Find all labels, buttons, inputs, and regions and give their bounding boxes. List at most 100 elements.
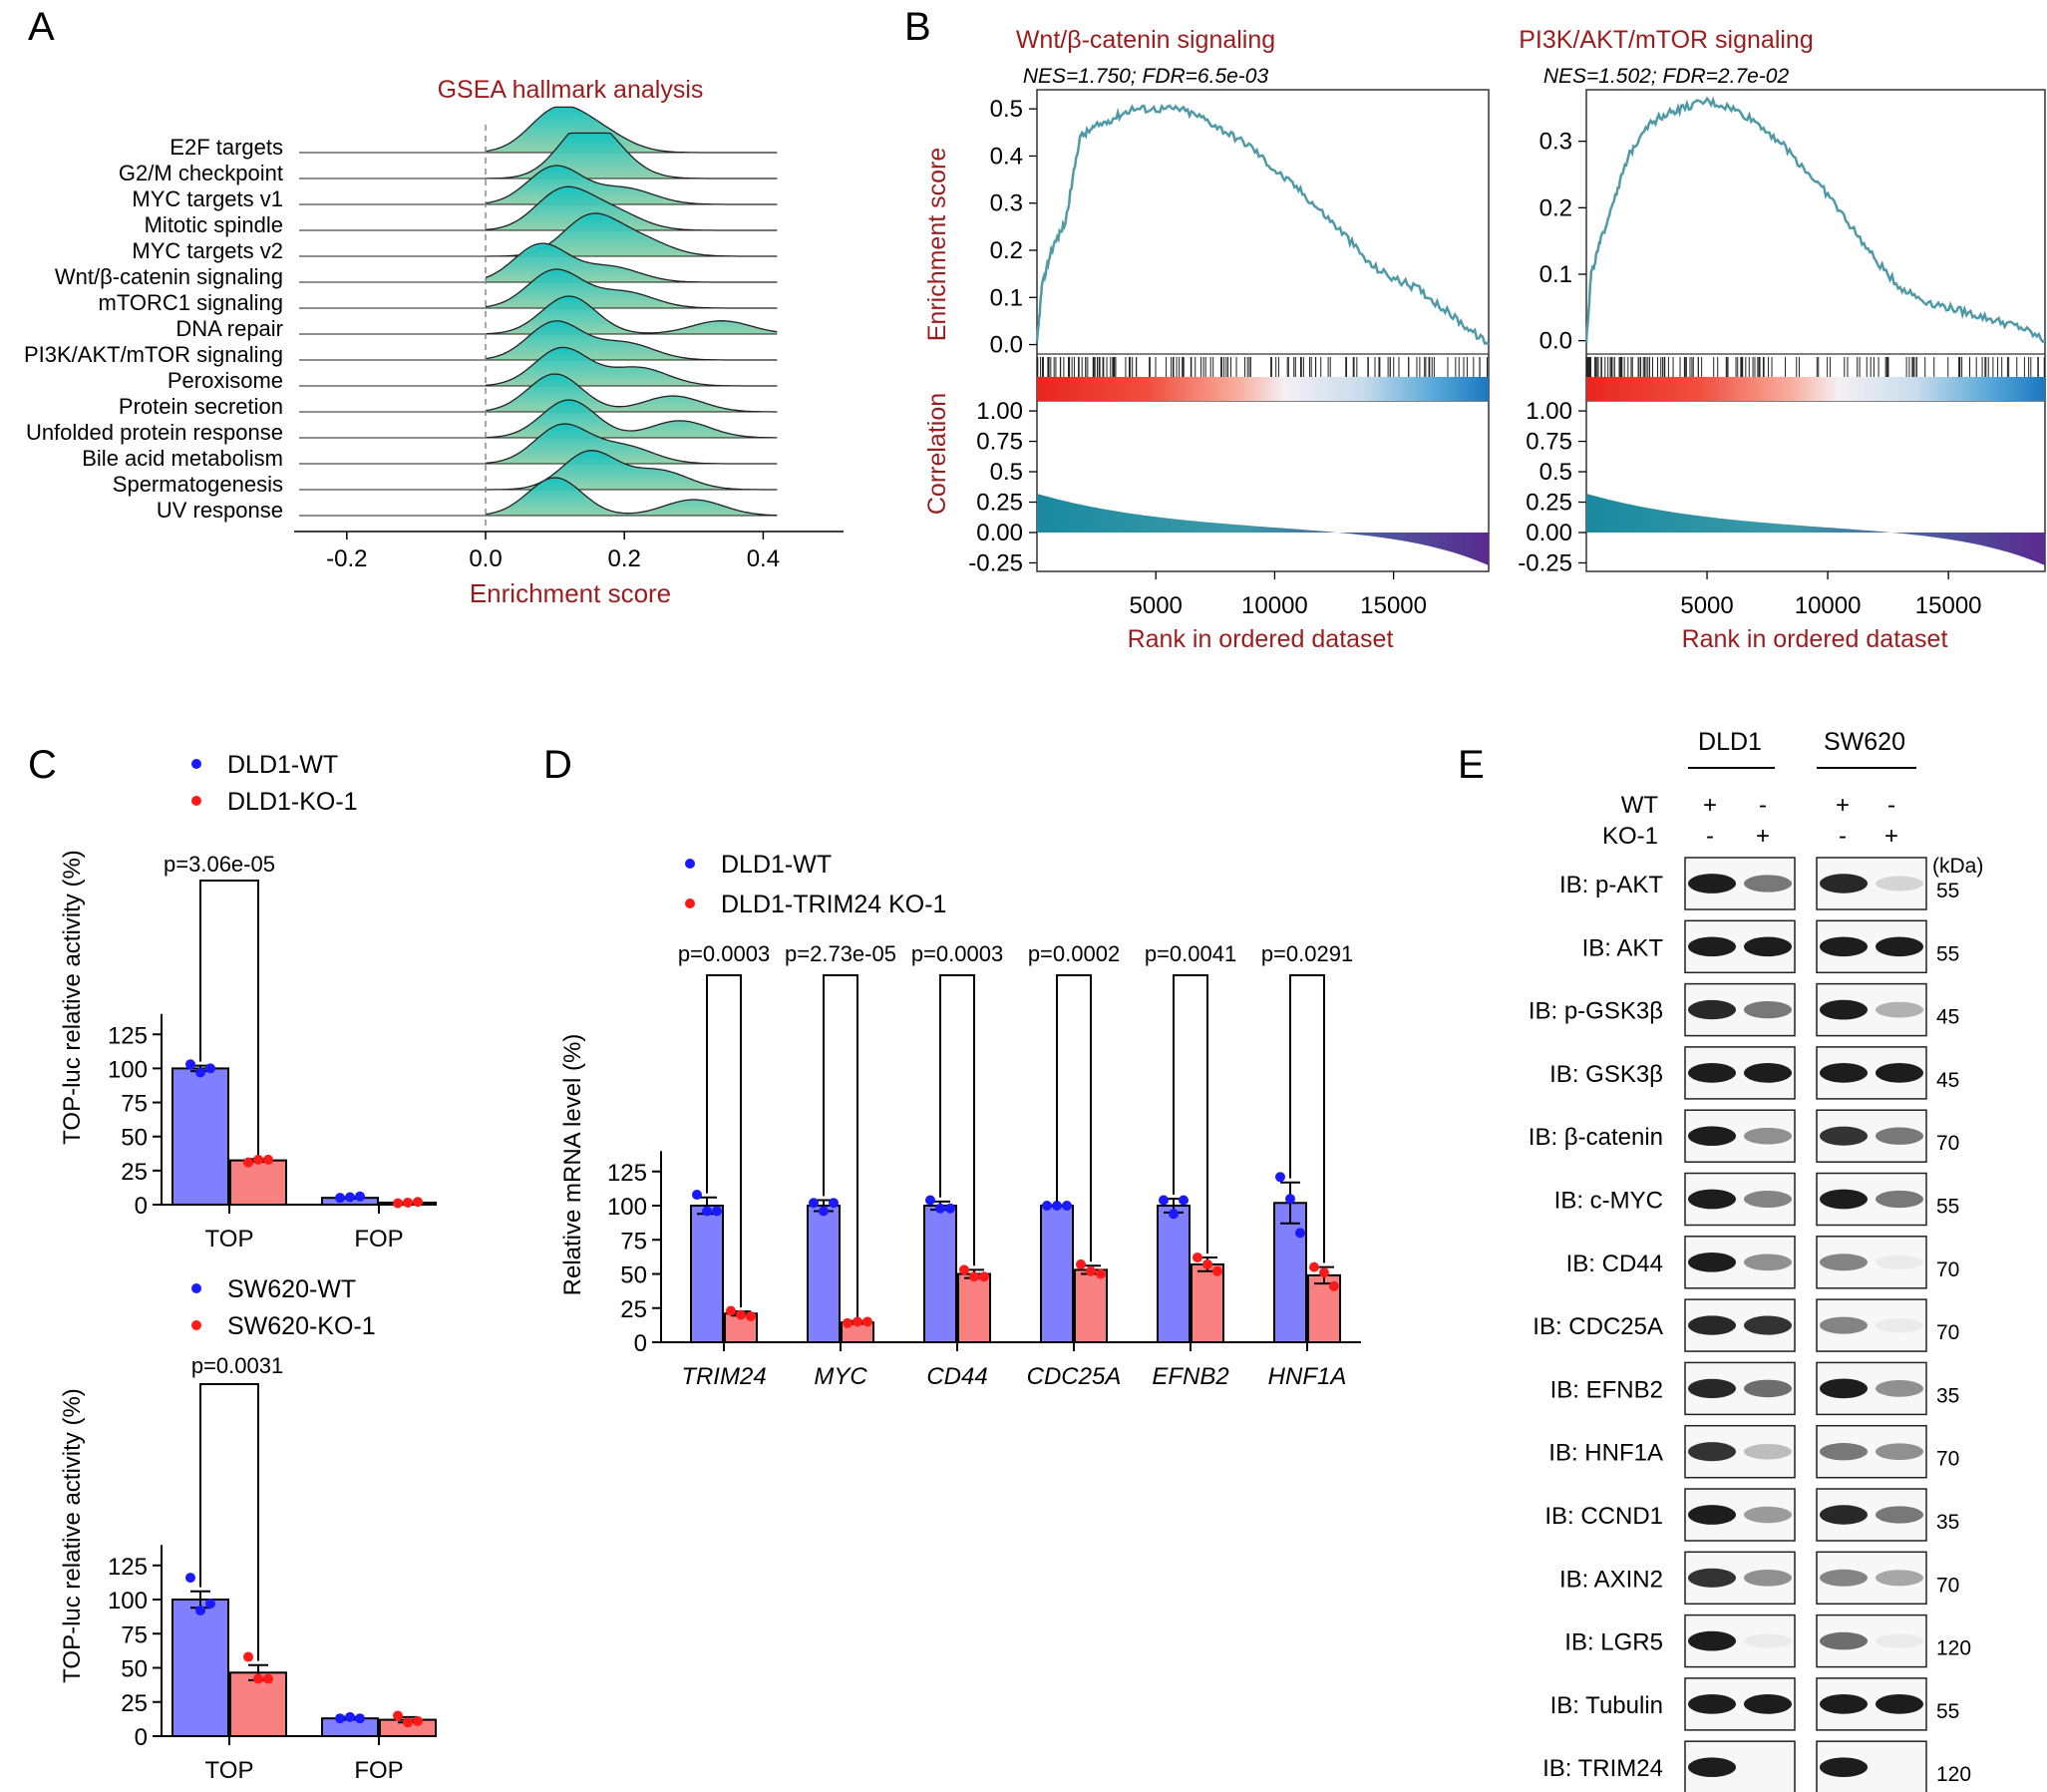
- blot-label: IB: TRIM24: [1542, 1755, 1663, 1782]
- x-tick-label: 15000: [1360, 592, 1427, 619]
- data-point: [403, 1717, 413, 1728]
- c-bottom-y-label: TOP-luc relative activity (%): [59, 1388, 86, 1683]
- ridge-area: [486, 186, 778, 230]
- y-tick-label: 0.1: [990, 284, 1023, 311]
- blot-kda: 35: [1936, 1511, 1959, 1534]
- y-tick-label: 100: [607, 1194, 647, 1221]
- bar: [171, 1599, 229, 1737]
- data-point: [925, 1195, 935, 1206]
- category-label: TOP: [205, 1757, 254, 1784]
- gsea-left-plot: 0.5 0.4 0.3 0.2 0.1 0.0 1.00 0.75 0.5 0.25 0.00 -0.…: [968, 96, 1490, 619]
- protein-band: [1744, 1379, 1792, 1398]
- category-label: MYC: [814, 1363, 867, 1390]
- data-point: [195, 1067, 205, 1078]
- bar-chart-c-bottom: 0 25 50 75 100 125 TOP FOP: [108, 1383, 437, 1784]
- y-tick-label: 0.4: [990, 143, 1023, 170]
- data-point: [205, 1063, 215, 1074]
- pathway-label: Bile acid metabolism: [82, 446, 283, 471]
- protein-band: [1876, 1506, 1923, 1524]
- gsea-y-label-enrichment: Enrichment score: [923, 148, 951, 342]
- category-label: EFNB2: [1152, 1363, 1228, 1390]
- pathway-label: MYC targets v1: [132, 186, 283, 211]
- protein-band: [1688, 1252, 1736, 1272]
- blot-kda: 70: [1936, 1321, 1959, 1344]
- y-tick-label: 1.00: [976, 398, 1023, 425]
- lane-sign-wt: -: [1887, 792, 1895, 819]
- protein-band: [1820, 1254, 1868, 1271]
- y-tick-label: 0.75: [1526, 429, 1572, 456]
- lane-sign-ko: -: [1839, 823, 1847, 850]
- protein-band: [1876, 876, 1923, 892]
- blot-label: IB: HNF1A: [1548, 1440, 1663, 1467]
- ridge-outline: [485, 477, 778, 517]
- protein-band: [1688, 936, 1736, 957]
- protein-band: [1820, 999, 1868, 1020]
- ridge-outline: [485, 295, 778, 335]
- bar: [957, 1272, 991, 1343]
- y-tick-label: 125: [108, 1022, 148, 1049]
- legend-dot-wt: [685, 859, 695, 869]
- blot-label: IB: Tubulin: [1550, 1692, 1663, 1719]
- protein-band: [1744, 1694, 1792, 1714]
- protein-band: [1744, 1000, 1792, 1019]
- blot-label: IB: GSK3β: [1549, 1061, 1663, 1088]
- blot-kda: 55: [1936, 880, 1959, 902]
- protein-band: [1820, 1316, 1868, 1334]
- data-point: [853, 1316, 862, 1327]
- protein-band: [1876, 1570, 1923, 1587]
- protein-band: [1688, 1189, 1736, 1210]
- data-point: [243, 1157, 253, 1168]
- protein-band: [1744, 1569, 1792, 1587]
- protein-band: [1688, 1442, 1736, 1462]
- data-point: [403, 1197, 413, 1208]
- bar: [229, 1159, 287, 1206]
- y-tick-label: 0: [135, 1193, 148, 1220]
- p-value-label: p=0.0002: [1028, 941, 1120, 966]
- protein-band: [1688, 874, 1736, 894]
- legend-label: SW620-KO-1: [227, 1312, 376, 1340]
- data-point: [1169, 1209, 1179, 1220]
- significance-bracket: [939, 974, 975, 1266]
- y-tick-label: 0.1: [1539, 261, 1572, 288]
- data-point: [355, 1713, 365, 1724]
- bar: [1191, 1262, 1224, 1344]
- y-tick-label: -0.25: [968, 549, 1023, 576]
- bar: [1040, 1205, 1074, 1343]
- data-point: [1275, 1172, 1285, 1183]
- protein-band: [1744, 1315, 1792, 1335]
- significance-bracket: [706, 974, 742, 1308]
- correlation-area: [1586, 494, 2045, 565]
- legend-label: SW620-WT: [227, 1275, 356, 1303]
- blot-kda: 55: [1936, 1196, 1959, 1219]
- protein-band: [1688, 1757, 1736, 1778]
- data-point: [726, 1305, 736, 1316]
- rank-heatmap: [1586, 377, 2045, 401]
- ridge-outline: [486, 450, 778, 491]
- data-point: [185, 1573, 195, 1584]
- y-tick-label: 0.0: [990, 332, 1023, 359]
- pathway-label: G2/M checkpoint: [119, 161, 283, 185]
- pathway-label: DNA repair: [175, 316, 283, 341]
- data-point: [829, 1198, 839, 1209]
- protein-band: [1688, 1568, 1736, 1588]
- ridge-area: [486, 424, 778, 464]
- p-value-label: p=0.0041: [1145, 941, 1236, 966]
- data-point: [1285, 1194, 1295, 1205]
- x-tick-label: 5000: [1680, 592, 1733, 619]
- y-tick-label: 0.75: [976, 429, 1023, 456]
- panel-a-x-ticks: -0.2 0.0 0.2 0.4: [326, 532, 780, 572]
- protein-band: [1820, 1694, 1868, 1714]
- pathway-label: Mitotic spindle: [145, 212, 283, 237]
- gsea-right-plot: 0.3 0.2 0.1 0.0 1.00 0.75 0.5 0.25 0.00 -0.25 5000…: [1518, 96, 2046, 619]
- y-tick-label: 50: [620, 1262, 647, 1289]
- y-tick-label: 0.5: [990, 96, 1023, 123]
- data-point: [335, 1713, 345, 1724]
- blot-label: IB: LGR5: [1564, 1629, 1663, 1656]
- gsea-left-title: Wnt/β-catenin signaling: [1016, 26, 1275, 54]
- data-point: [1076, 1258, 1086, 1269]
- gsea-left-frame: [1036, 89, 1490, 572]
- y-tick-label: 50: [121, 1125, 148, 1152]
- data-point: [1202, 1258, 1212, 1269]
- data-point: [253, 1154, 263, 1165]
